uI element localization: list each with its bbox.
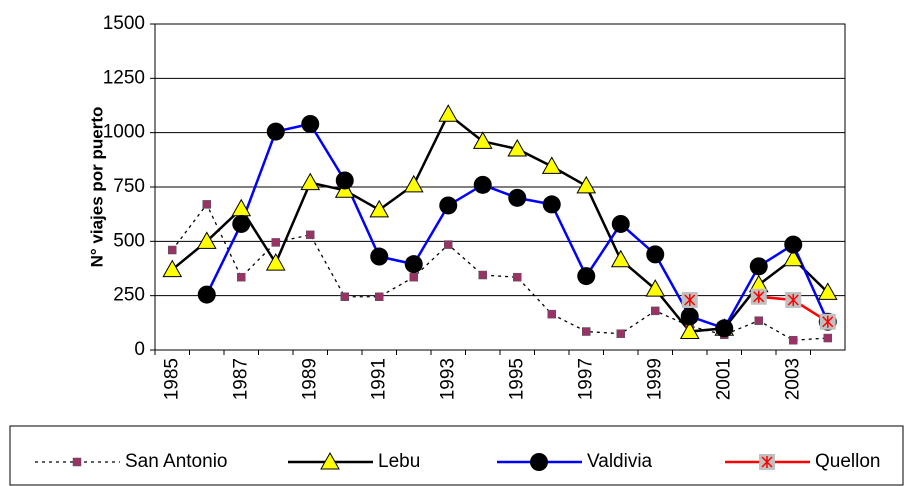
point xyxy=(611,214,630,233)
point xyxy=(715,319,734,338)
point xyxy=(785,292,802,309)
x-tick-label: 1985 xyxy=(161,358,182,400)
marker-star xyxy=(753,290,765,303)
y-tick-label: 1000 xyxy=(103,122,145,143)
marker-star xyxy=(822,315,834,328)
point xyxy=(819,313,836,330)
x-tick-label: 1999 xyxy=(644,358,665,400)
point xyxy=(478,270,487,280)
legend-label: San Antonio xyxy=(125,451,227,472)
series-line xyxy=(171,203,828,341)
x-tick-label: 1995 xyxy=(506,358,527,400)
y-tick-label: 1500 xyxy=(103,13,145,34)
point xyxy=(750,288,767,305)
point xyxy=(754,316,763,325)
point xyxy=(306,230,315,240)
point xyxy=(472,131,493,149)
point xyxy=(681,292,698,309)
point xyxy=(444,240,453,249)
y-tick-label: 0 xyxy=(134,339,145,360)
y-tick-label: 500 xyxy=(113,230,145,251)
point xyxy=(375,292,384,302)
point xyxy=(369,199,390,218)
point xyxy=(679,321,700,340)
marker-star xyxy=(684,294,696,307)
point xyxy=(196,231,217,249)
point xyxy=(547,309,556,319)
y-tick-label: 250 xyxy=(113,285,145,306)
x-tick-label: 1993 xyxy=(437,358,458,400)
legend-marker xyxy=(72,457,82,467)
point xyxy=(197,285,216,304)
point xyxy=(783,248,804,267)
point xyxy=(237,272,246,282)
point xyxy=(271,238,280,247)
legend-label: Quellon xyxy=(815,451,881,472)
point xyxy=(749,257,768,276)
point xyxy=(823,333,832,343)
legend-marker xyxy=(320,451,340,470)
x-tick-label: 2001 xyxy=(713,358,734,400)
point xyxy=(789,335,798,345)
point xyxy=(610,249,631,268)
point xyxy=(403,174,424,193)
point xyxy=(541,156,562,174)
point xyxy=(582,327,591,336)
point xyxy=(646,245,665,264)
point xyxy=(784,235,803,254)
legend-label: Lebu xyxy=(378,451,420,472)
point xyxy=(301,114,320,133)
point xyxy=(335,171,354,190)
point xyxy=(473,175,492,194)
x-tick-label: 1991 xyxy=(368,358,389,400)
marker-star xyxy=(761,456,773,468)
legend-marker xyxy=(759,454,775,470)
point xyxy=(168,245,177,255)
legend xyxy=(9,425,904,486)
point xyxy=(508,188,527,207)
point xyxy=(439,196,458,215)
point xyxy=(300,172,321,191)
point xyxy=(202,200,211,209)
x-tick-label: 2003 xyxy=(782,358,803,400)
point xyxy=(370,247,389,266)
point xyxy=(409,272,418,282)
point xyxy=(507,138,528,157)
point xyxy=(266,122,285,141)
point xyxy=(616,329,625,338)
point xyxy=(542,195,561,214)
legend-marker xyxy=(530,453,548,471)
point xyxy=(162,259,183,278)
x-tick-label: 1989 xyxy=(299,358,320,400)
point xyxy=(438,104,459,122)
marker-star xyxy=(787,294,799,307)
y-tick-label: 1250 xyxy=(103,67,145,88)
point xyxy=(680,307,699,326)
point xyxy=(577,267,596,286)
point xyxy=(340,292,349,302)
point xyxy=(645,279,666,297)
point xyxy=(232,214,251,233)
x-tick-label: 1987 xyxy=(230,358,251,400)
y-tick-label: 750 xyxy=(113,176,145,197)
point xyxy=(817,282,838,300)
point xyxy=(513,272,522,282)
y-axis-label: N° viajes por puerto xyxy=(87,107,106,268)
point xyxy=(404,255,423,274)
legend-label: Valdivia xyxy=(587,451,653,472)
point xyxy=(576,175,597,194)
point xyxy=(265,253,286,271)
point xyxy=(651,306,660,316)
x-tick-label: 1997 xyxy=(575,358,596,400)
